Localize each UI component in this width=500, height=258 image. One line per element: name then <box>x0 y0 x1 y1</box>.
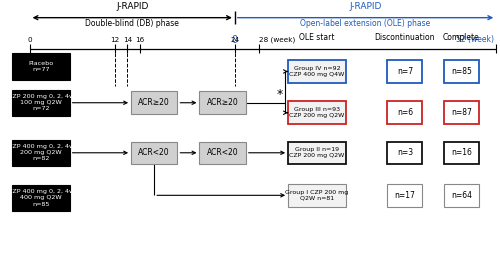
FancyBboxPatch shape <box>387 60 422 83</box>
Text: n=87: n=87 <box>451 108 472 117</box>
FancyBboxPatch shape <box>444 142 479 164</box>
FancyBboxPatch shape <box>387 101 422 124</box>
FancyBboxPatch shape <box>12 185 70 211</box>
Text: 12: 12 <box>110 37 120 43</box>
FancyBboxPatch shape <box>288 142 346 164</box>
Text: Group IV n=92
CZP 400 mg Q4W: Group IV n=92 CZP 400 mg Q4W <box>290 66 344 77</box>
Text: Discontinuation: Discontinuation <box>374 33 435 42</box>
FancyBboxPatch shape <box>200 92 246 114</box>
Text: Complete: Complete <box>443 33 480 42</box>
FancyBboxPatch shape <box>131 92 178 114</box>
Text: 52 (week): 52 (week) <box>456 35 494 44</box>
FancyBboxPatch shape <box>444 184 479 207</box>
Text: CZP 400 mg 0, 2, 4w
400 mg Q2W
n=85: CZP 400 mg 0, 2, 4w 400 mg Q2W n=85 <box>8 189 74 206</box>
Text: n=3: n=3 <box>397 148 413 157</box>
FancyBboxPatch shape <box>288 60 346 83</box>
Text: 24: 24 <box>230 37 239 43</box>
Text: 14: 14 <box>122 37 132 43</box>
Text: n=6: n=6 <box>397 108 413 117</box>
FancyBboxPatch shape <box>131 142 178 164</box>
FancyBboxPatch shape <box>12 90 70 116</box>
Text: OLE start: OLE start <box>299 33 334 42</box>
Text: CZP 400 mg 0, 2, 4w
200 mg Q2W
n=82: CZP 400 mg 0, 2, 4w 200 mg Q2W n=82 <box>8 144 74 162</box>
Text: Placebo
n=77: Placebo n=77 <box>28 61 54 72</box>
Text: 0: 0 <box>232 35 238 45</box>
Text: Double-blind (DB) phase: Double-blind (DB) phase <box>86 19 179 28</box>
Text: *: * <box>276 88 282 101</box>
FancyBboxPatch shape <box>12 140 70 166</box>
Text: Group III n=93
CZP 200 mg Q2W: Group III n=93 CZP 200 mg Q2W <box>290 107 344 118</box>
FancyBboxPatch shape <box>12 53 70 80</box>
Text: Group I CZP 200 mg
Q2W n=81: Group I CZP 200 mg Q2W n=81 <box>286 190 348 201</box>
Text: CZP 200 mg 0, 2, 4w
100 mg Q2W
n=72: CZP 200 mg 0, 2, 4w 100 mg Q2W n=72 <box>8 94 74 111</box>
Text: ACR≥20: ACR≥20 <box>138 98 170 107</box>
Text: n=17: n=17 <box>394 191 415 200</box>
FancyBboxPatch shape <box>200 142 246 164</box>
Text: J-RAPID: J-RAPID <box>350 2 382 11</box>
Text: 16: 16 <box>135 37 144 43</box>
Text: Open-label extension (OLE) phase: Open-label extension (OLE) phase <box>300 19 430 28</box>
Text: ACR<20: ACR<20 <box>207 148 238 157</box>
FancyBboxPatch shape <box>444 101 479 124</box>
Text: n=85: n=85 <box>451 67 472 76</box>
FancyBboxPatch shape <box>387 184 422 207</box>
Text: n=7: n=7 <box>397 67 413 76</box>
Text: ACR≥20: ACR≥20 <box>206 98 238 107</box>
FancyBboxPatch shape <box>288 101 346 124</box>
FancyBboxPatch shape <box>288 184 346 207</box>
Text: n=16: n=16 <box>451 148 472 157</box>
Text: 0: 0 <box>28 37 32 43</box>
FancyBboxPatch shape <box>387 142 422 164</box>
Text: n=64: n=64 <box>451 191 472 200</box>
Text: ACR<20: ACR<20 <box>138 148 170 157</box>
Text: 28 (week): 28 (week) <box>259 36 296 43</box>
Text: J-RAPID: J-RAPID <box>116 2 148 11</box>
Text: Group II n=19
CZP 200 mg Q2W: Group II n=19 CZP 200 mg Q2W <box>290 147 344 158</box>
FancyBboxPatch shape <box>444 60 479 83</box>
